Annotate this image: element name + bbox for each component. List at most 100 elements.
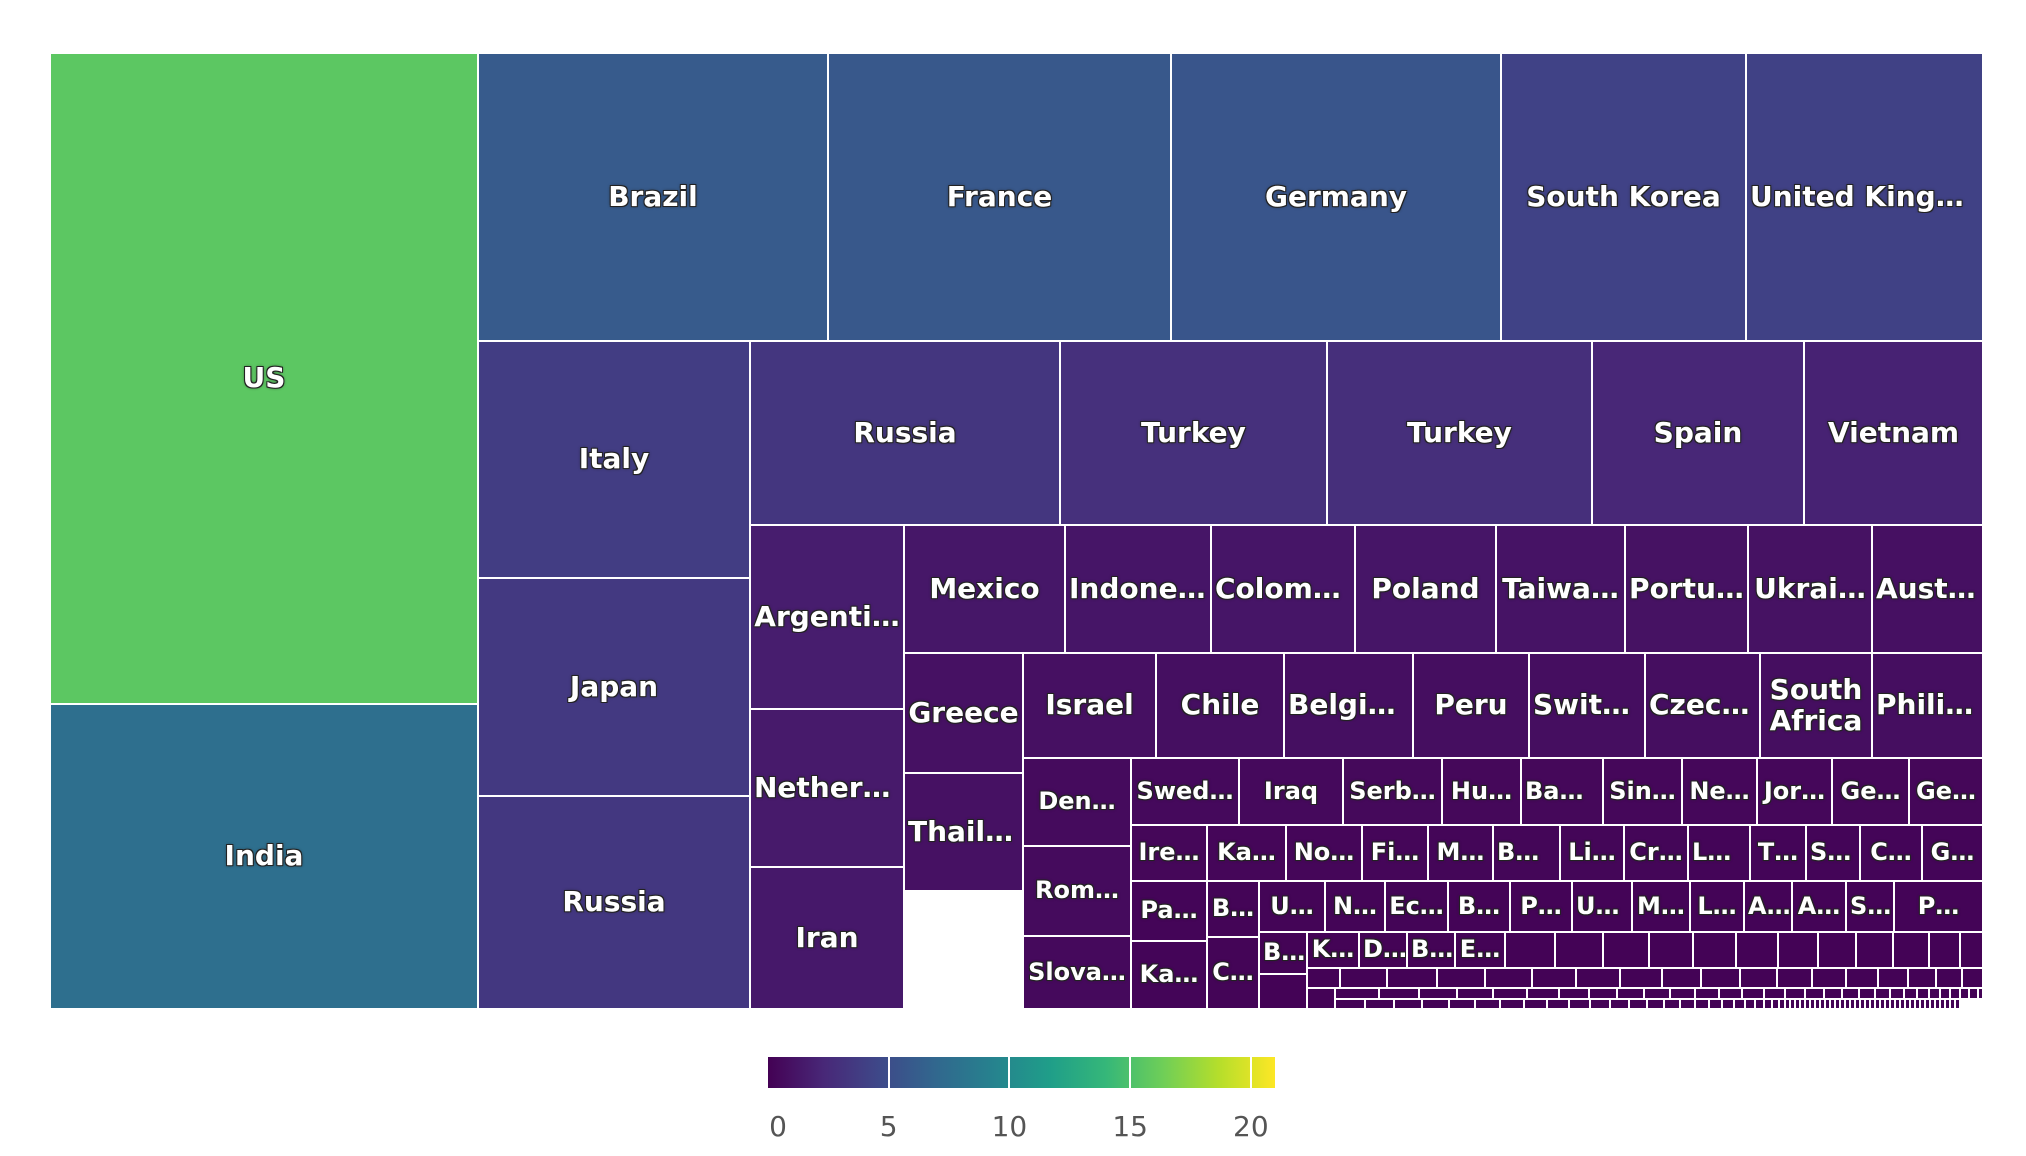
treemap-tile[interactable]: Peru bbox=[1413, 653, 1529, 758]
treemap-tile[interactable] bbox=[1865, 999, 1870, 1009]
treemap-tile[interactable] bbox=[1810, 999, 1815, 1009]
treemap-tile[interactable] bbox=[1693, 932, 1736, 968]
treemap-tile[interactable]: B… bbox=[1259, 932, 1307, 974]
treemap-tile[interactable] bbox=[1935, 999, 1940, 1009]
treemap-tile[interactable]: South Africa bbox=[1760, 653, 1872, 758]
treemap-tile[interactable] bbox=[1742, 988, 1764, 999]
treemap-tile[interactable]: Turkey bbox=[1327, 341, 1592, 525]
treemap-tile[interactable] bbox=[1945, 999, 1950, 1009]
treemap-tile[interactable] bbox=[1815, 999, 1820, 1009]
treemap-tile[interactable] bbox=[1825, 999, 1830, 1009]
treemap-tile[interactable] bbox=[1457, 988, 1493, 999]
treemap-tile[interactable] bbox=[1505, 932, 1555, 968]
treemap-tile[interactable] bbox=[1785, 988, 1805, 999]
treemap-tile[interactable] bbox=[1603, 932, 1649, 968]
treemap-tile[interactable]: Ec… bbox=[1385, 881, 1448, 932]
treemap-tile[interactable] bbox=[1524, 999, 1547, 1009]
treemap-tile[interactable] bbox=[1960, 932, 1983, 968]
treemap-tile[interactable]: Italy bbox=[478, 341, 750, 578]
treemap-tile[interactable]: D… bbox=[1359, 932, 1407, 968]
treemap-tile[interactable]: Russia bbox=[478, 796, 750, 1009]
treemap-tile[interactable] bbox=[1559, 988, 1589, 999]
treemap-tile[interactable]: L… bbox=[1690, 881, 1744, 932]
treemap-tile[interactable] bbox=[1880, 999, 1885, 1009]
treemap-tile[interactable]: Sin… bbox=[1603, 758, 1682, 825]
treemap-tile[interactable] bbox=[1335, 988, 1379, 999]
treemap-tile[interactable] bbox=[1547, 999, 1569, 1009]
treemap-tile[interactable] bbox=[1745, 999, 1755, 1009]
treemap-tile[interactable]: France bbox=[828, 53, 1171, 341]
treemap-tile[interactable] bbox=[1818, 932, 1856, 968]
treemap-tile[interactable]: B… bbox=[1448, 881, 1510, 932]
treemap-tile[interactable] bbox=[1929, 932, 1960, 968]
treemap-tile[interactable]: Indones… bbox=[1065, 525, 1211, 653]
treemap-tile[interactable] bbox=[1940, 988, 1950, 999]
treemap-tile[interactable] bbox=[1307, 968, 1340, 988]
treemap-tile[interactable] bbox=[1875, 988, 1890, 999]
treemap-tile[interactable] bbox=[1340, 968, 1387, 988]
treemap-tile[interactable] bbox=[1850, 999, 1855, 1009]
treemap-tile[interactable] bbox=[1969, 988, 1978, 999]
treemap-tile[interactable] bbox=[1670, 988, 1695, 999]
treemap-tile[interactable] bbox=[1930, 999, 1935, 1009]
treemap-tile[interactable]: Jor… bbox=[1757, 758, 1832, 825]
treemap-tile[interactable]: Ukrai… bbox=[1748, 525, 1872, 653]
treemap-tile[interactable] bbox=[1785, 999, 1790, 1009]
treemap-tile[interactable] bbox=[1920, 999, 1925, 1009]
treemap-tile[interactable] bbox=[1777, 968, 1812, 988]
treemap-tile[interactable]: Serb… bbox=[1343, 758, 1442, 825]
treemap-tile[interactable]: Ka… bbox=[1131, 941, 1207, 1009]
treemap-tile[interactable]: Ne… bbox=[1682, 758, 1757, 825]
treemap-tile[interactable] bbox=[1365, 999, 1394, 1009]
treemap-tile[interactable] bbox=[1978, 988, 1983, 999]
treemap-tile[interactable]: Mexico bbox=[904, 525, 1065, 653]
treemap-tile[interactable] bbox=[1962, 968, 1983, 988]
treemap-tile[interactable]: C… bbox=[1860, 825, 1922, 881]
treemap-tile[interactable] bbox=[1740, 968, 1777, 988]
treemap-tile[interactable] bbox=[1629, 999, 1647, 1009]
treemap-tile[interactable] bbox=[1955, 999, 1960, 1009]
treemap-tile[interactable]: Le… bbox=[1688, 825, 1750, 881]
treemap-tile[interactable] bbox=[1917, 988, 1929, 999]
treemap-tile[interactable] bbox=[1859, 988, 1875, 999]
treemap-tile[interactable]: T… bbox=[1750, 825, 1806, 881]
treemap-tile[interactable] bbox=[1840, 999, 1845, 1009]
treemap-tile[interactable]: Germany bbox=[1171, 53, 1501, 341]
treemap-tile[interactable] bbox=[1805, 999, 1810, 1009]
treemap-tile[interactable] bbox=[1555, 932, 1603, 968]
treemap-tile[interactable] bbox=[1755, 999, 1764, 1009]
treemap-tile[interactable]: Netherla… bbox=[750, 709, 904, 867]
treemap-tile[interactable] bbox=[1736, 932, 1778, 968]
treemap-tile[interactable] bbox=[1764, 999, 1772, 1009]
treemap-tile[interactable] bbox=[1925, 999, 1930, 1009]
treemap-tile[interactable] bbox=[1910, 999, 1915, 1009]
treemap-tile[interactable] bbox=[1590, 999, 1610, 1009]
treemap-tile[interactable]: Japan bbox=[478, 578, 750, 796]
treemap-tile[interactable] bbox=[1701, 968, 1740, 988]
treemap-tile[interactable] bbox=[1576, 968, 1620, 988]
treemap-tile[interactable] bbox=[1734, 999, 1745, 1009]
treemap-tile[interactable]: K… bbox=[1307, 932, 1359, 968]
treemap-tile[interactable] bbox=[1904, 988, 1917, 999]
treemap-tile[interactable]: Brazil bbox=[478, 53, 828, 341]
treemap-tile[interactable] bbox=[1532, 968, 1576, 988]
treemap-tile[interactable]: Iraq bbox=[1239, 758, 1343, 825]
treemap-tile[interactable] bbox=[1929, 988, 1940, 999]
treemap-tile[interactable] bbox=[1893, 932, 1929, 968]
treemap-tile[interactable]: Taiwa… bbox=[1496, 525, 1625, 653]
treemap-tile[interactable] bbox=[1485, 968, 1532, 988]
treemap-tile[interactable] bbox=[1950, 999, 1955, 1009]
treemap-tile[interactable]: C… bbox=[1207, 937, 1259, 1009]
treemap-tile[interactable] bbox=[1709, 999, 1722, 1009]
treemap-tile[interactable]: Austr… bbox=[1872, 525, 1983, 653]
treemap-tile[interactable]: P… bbox=[1894, 881, 1983, 932]
treemap-tile[interactable] bbox=[1846, 968, 1878, 988]
treemap-tile[interactable]: Turkey bbox=[1060, 341, 1327, 525]
treemap-tile[interactable] bbox=[1437, 968, 1485, 988]
treemap-tile[interactable]: Vietnam bbox=[1804, 341, 1983, 525]
treemap-tile[interactable]: A… bbox=[1792, 881, 1846, 932]
treemap-tile[interactable] bbox=[1394, 999, 1422, 1009]
treemap-tile[interactable]: Portu… bbox=[1625, 525, 1748, 653]
treemap-tile[interactable] bbox=[1772, 999, 1779, 1009]
treemap-tile[interactable] bbox=[1856, 932, 1893, 968]
